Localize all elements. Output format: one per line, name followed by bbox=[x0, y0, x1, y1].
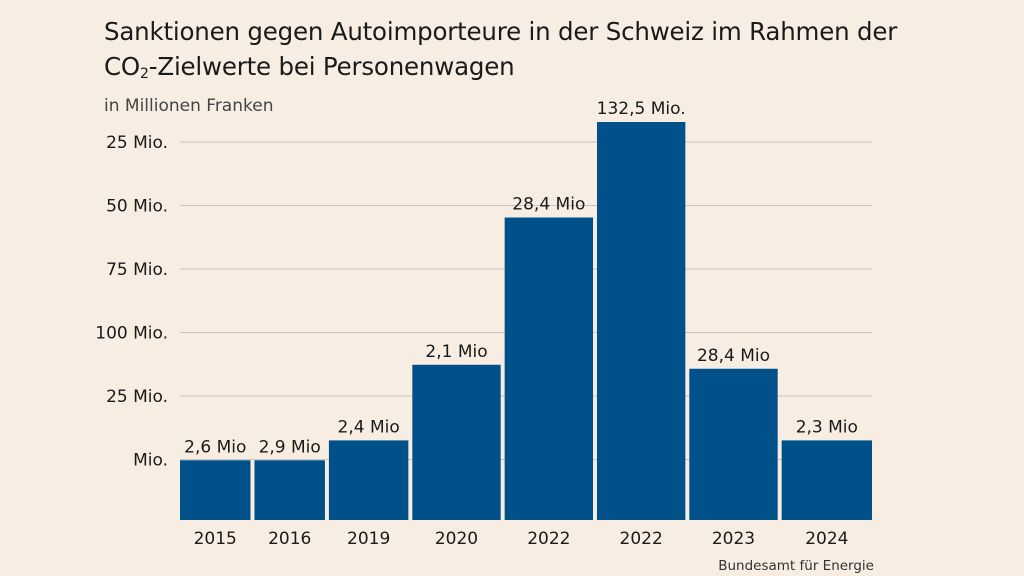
data-label: 132,5 Mio. bbox=[597, 99, 686, 119]
y-tick-label: 75 Mio. bbox=[106, 260, 168, 280]
data-label: 28,4 Mio bbox=[512, 195, 585, 215]
bar bbox=[254, 460, 325, 520]
y-tick-label: 100 Mio. bbox=[95, 324, 168, 344]
x-tick-label: 2016 bbox=[268, 529, 311, 549]
x-tick-labels: 2015 2016 2019 2020 2022 2022 2023 2024 bbox=[194, 529, 849, 549]
y-tick-label: 25 Mio. bbox=[106, 387, 168, 407]
data-label: 2,3 Mio bbox=[796, 417, 858, 437]
y-tick-label: Mio. bbox=[133, 451, 168, 471]
data-label: 2,1 Mio bbox=[425, 342, 487, 362]
bar bbox=[412, 364, 501, 520]
data-label: 28,4 Mio bbox=[697, 346, 770, 366]
x-tick-label: 2022 bbox=[620, 529, 663, 549]
y-tick-label: 25 Mio. bbox=[106, 133, 168, 153]
bar bbox=[504, 217, 594, 520]
y-tick-labels: 25 Mio. 50 Mio. 75 Mio. 100 Mio. 25 Mio. Mio. bbox=[95, 133, 168, 471]
bar bbox=[328, 440, 409, 520]
x-tick-label: 2022 bbox=[527, 529, 570, 549]
x-tick-label: 2015 bbox=[194, 529, 237, 549]
unit-label: in Millionen Franken bbox=[104, 96, 274, 116]
x-tick-label: 2024 bbox=[805, 529, 848, 549]
data-label: 2,6 Mio bbox=[184, 437, 246, 457]
x-tick-label: 2023 bbox=[712, 529, 755, 549]
data-label: 2,9 Mio bbox=[259, 437, 321, 457]
data-labels: 2,6 Mio 2,9 Mio 2,4 Mio 2,1 Mio 28,4 Mio 132,… bbox=[184, 99, 858, 457]
x-tick-label: 2020 bbox=[435, 529, 478, 549]
data-label: 2,4 Mio bbox=[338, 417, 400, 437]
bars bbox=[180, 122, 872, 520]
bar bbox=[689, 368, 778, 520]
bar bbox=[781, 440, 872, 520]
chart-title: Sanktionen gegen Autoimporteure in der S… bbox=[104, 17, 898, 82]
bar bbox=[180, 460, 251, 520]
y-tick-label: 50 Mio. bbox=[106, 197, 168, 217]
source-note: Bundesamt für Energie bbox=[718, 558, 874, 574]
x-tick-label: 2019 bbox=[347, 529, 390, 549]
bar bbox=[596, 122, 686, 520]
